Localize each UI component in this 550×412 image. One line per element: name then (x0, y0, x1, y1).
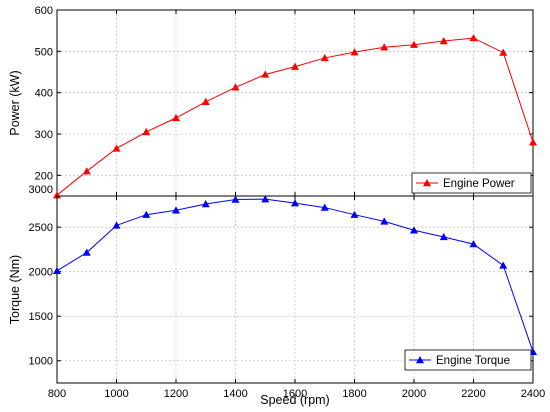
power-data-point (499, 48, 508, 56)
torque-ytick-label: 1000 (29, 356, 53, 368)
power-data-point (410, 40, 418, 48)
power-data-point (529, 138, 537, 146)
power-data-point (201, 97, 210, 105)
torque-data-point (201, 200, 210, 208)
power-legend: Engine Power (411, 172, 532, 194)
torque-data-point (291, 199, 299, 207)
power-data-point (439, 37, 448, 45)
torque-xtick-label: 2400 (521, 388, 545, 400)
torque-data-point (439, 232, 448, 241)
torque-xtick-label: 2000 (402, 388, 426, 400)
torque-xtick-label: 2200 (461, 388, 485, 400)
torque-data-point (469, 240, 478, 248)
torque-plot: 1000 1500 2000 2500 800 1000 1200 1400 1600 1800 2… (8, 195, 545, 407)
torque-data-point (231, 195, 240, 203)
power-data-point (261, 70, 270, 78)
power-data-point (380, 43, 389, 51)
torque-data-point (261, 195, 270, 203)
power-ytick-label-extra: 3000 (29, 184, 53, 196)
torque-ytick-label: 2000 (29, 267, 53, 279)
power-data-point (82, 167, 91, 175)
torque-data-point (53, 266, 61, 274)
torque-y-axis-title: Torque (Nm) (8, 255, 22, 324)
torque-ytick-label: 2500 (29, 222, 53, 234)
torque-data-point (82, 248, 91, 256)
torque-data-point (172, 206, 180, 214)
torque-xtick-label: 800 (48, 388, 66, 400)
power-ytick-label: 200 (35, 170, 53, 182)
power-legend-marker (423, 179, 431, 187)
torque-data-point (350, 210, 359, 218)
power-data-point (320, 53, 329, 62)
x-axis-title: Speed (rpm) (260, 393, 329, 407)
power-ytick-label: 500 (35, 46, 53, 58)
power-data-point (231, 83, 240, 91)
torque-data-point (142, 210, 151, 218)
torque-xtick-label: 1800 (342, 388, 366, 400)
power-data-point (53, 191, 61, 199)
torque-legend-marker (416, 356, 424, 364)
torque-data-point (112, 221, 121, 229)
power-legend-box (411, 172, 532, 194)
torque-legend: Engine Torque (404, 349, 532, 371)
torque-legend-box (404, 349, 532, 371)
power-ytick-label: 600 (35, 5, 53, 17)
power-data-point (469, 34, 478, 42)
power-legend-label: Engine Power (443, 178, 515, 190)
torque-ytick-label: 1500 (29, 311, 53, 323)
torque-xtick-label: 1400 (223, 388, 247, 400)
power-plot: 200 300 400 500 600 3000 Power (kW) Engine Powe… (8, 5, 537, 199)
torque-legend-label: Engine Torque (436, 355, 510, 367)
power-y-axis-title: Power (kW) (8, 70, 22, 135)
torque-data-point (410, 226, 418, 234)
torque-xtick-label: 1200 (164, 388, 188, 400)
torque-plot-frame (56, 195, 534, 384)
torque-data-point (499, 261, 508, 269)
power-data-point (350, 48, 359, 56)
torque-xtick-label: 1600 (283, 388, 307, 400)
power-data-point (172, 113, 180, 122)
torque-data-point (320, 203, 329, 211)
power-data-point (142, 127, 151, 136)
power-data-point (112, 144, 121, 152)
torque-data-point (380, 217, 389, 225)
power-ytick-label: 300 (35, 129, 53, 141)
power-data-point (291, 62, 299, 70)
power-ytick-label: 400 (35, 88, 53, 100)
torque-xtick-label: 1000 (104, 388, 128, 400)
